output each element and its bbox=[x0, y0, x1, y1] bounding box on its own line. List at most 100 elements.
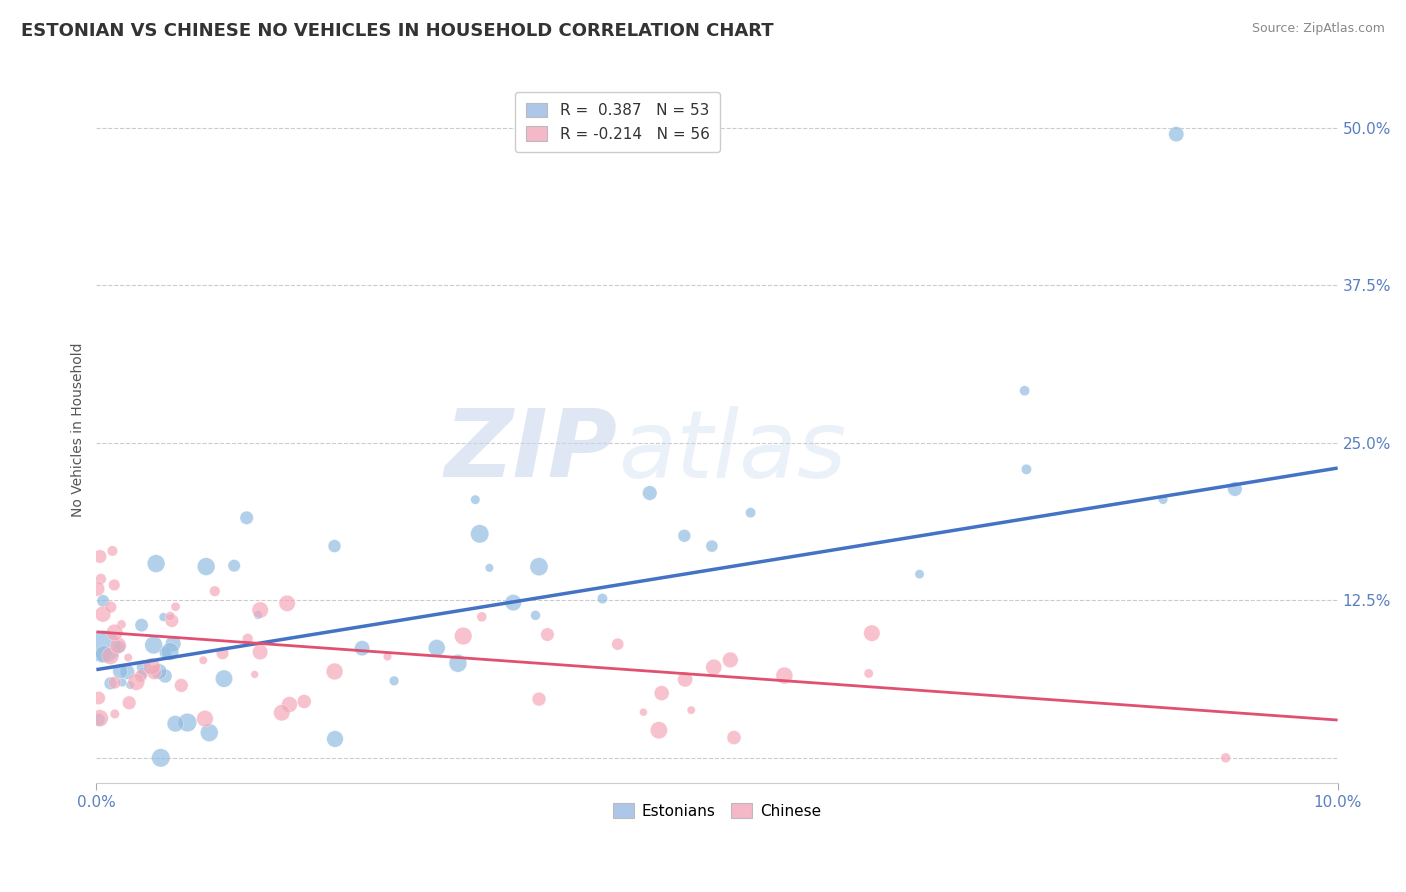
Point bbox=[536, 627, 558, 641]
Point bbox=[236, 632, 259, 646]
Point bbox=[117, 650, 139, 665]
Point bbox=[87, 691, 110, 706]
Point bbox=[103, 578, 125, 592]
Point bbox=[87, 713, 110, 727]
Point bbox=[527, 692, 550, 706]
Point bbox=[101, 544, 124, 558]
Point bbox=[464, 492, 486, 507]
Text: Source: ZipAtlas.com: Source: ZipAtlas.com bbox=[1251, 22, 1385, 36]
Point bbox=[502, 596, 524, 610]
Point bbox=[292, 694, 315, 708]
Point bbox=[104, 706, 127, 721]
Point bbox=[633, 705, 655, 719]
Point bbox=[120, 678, 142, 692]
Point bbox=[247, 607, 270, 622]
Y-axis label: No Vehicles in Household: No Vehicles in Household bbox=[72, 343, 86, 517]
Point bbox=[718, 653, 741, 667]
Point bbox=[1215, 751, 1237, 765]
Point bbox=[89, 549, 111, 564]
Point bbox=[131, 666, 153, 681]
Point bbox=[211, 646, 233, 660]
Point bbox=[323, 665, 346, 679]
Point bbox=[224, 558, 246, 573]
Point bbox=[249, 645, 271, 659]
Point bbox=[107, 639, 129, 653]
Point bbox=[108, 665, 131, 679]
Point bbox=[198, 725, 221, 739]
Point bbox=[681, 703, 703, 717]
Point bbox=[382, 673, 405, 688]
Point bbox=[673, 673, 696, 687]
Point bbox=[104, 675, 127, 690]
Point bbox=[193, 653, 215, 667]
Point bbox=[131, 618, 153, 632]
Point bbox=[132, 660, 155, 674]
Point bbox=[773, 668, 796, 682]
Point bbox=[118, 696, 141, 710]
Point bbox=[162, 637, 184, 651]
Point bbox=[1166, 127, 1188, 141]
Point bbox=[90, 572, 112, 586]
Point bbox=[673, 529, 696, 543]
Point bbox=[111, 675, 134, 690]
Point bbox=[155, 646, 177, 660]
Point bbox=[270, 706, 292, 720]
Point bbox=[323, 539, 346, 553]
Point bbox=[323, 731, 346, 746]
Point bbox=[93, 647, 115, 661]
Point bbox=[1015, 462, 1038, 476]
Point bbox=[176, 715, 198, 730]
Point bbox=[740, 506, 762, 520]
Point bbox=[91, 594, 114, 608]
Text: atlas: atlas bbox=[617, 406, 846, 497]
Point bbox=[858, 666, 880, 681]
Point bbox=[86, 582, 108, 596]
Point bbox=[204, 584, 226, 599]
Point bbox=[860, 626, 883, 640]
Point bbox=[148, 665, 170, 679]
Point bbox=[638, 486, 661, 500]
Point bbox=[129, 669, 152, 683]
Legend: Estonians, Chinese: Estonians, Chinese bbox=[607, 797, 827, 825]
Point bbox=[426, 640, 449, 655]
Point bbox=[194, 712, 217, 726]
Point bbox=[703, 660, 725, 674]
Point bbox=[700, 539, 723, 553]
Point bbox=[100, 676, 122, 690]
Point bbox=[165, 599, 187, 614]
Point bbox=[1014, 384, 1036, 398]
Point bbox=[723, 731, 745, 745]
Point bbox=[212, 672, 235, 686]
Point bbox=[159, 644, 181, 658]
Point bbox=[1223, 482, 1246, 496]
Point bbox=[377, 649, 399, 664]
Point bbox=[152, 610, 174, 624]
Text: ESTONIAN VS CHINESE NO VEHICLES IN HOUSEHOLD CORRELATION CHART: ESTONIAN VS CHINESE NO VEHICLES IN HOUSE… bbox=[21, 22, 773, 40]
Point bbox=[117, 665, 139, 679]
Point bbox=[149, 751, 172, 765]
Point bbox=[352, 641, 374, 656]
Point bbox=[478, 561, 501, 575]
Point bbox=[145, 557, 167, 571]
Point bbox=[606, 637, 628, 651]
Point bbox=[142, 638, 165, 652]
Point bbox=[648, 723, 671, 738]
Point bbox=[235, 510, 257, 524]
Point bbox=[153, 669, 176, 683]
Point bbox=[451, 629, 474, 643]
Point bbox=[908, 567, 931, 582]
Point bbox=[141, 659, 163, 673]
Point bbox=[1152, 492, 1174, 507]
Point bbox=[108, 640, 131, 654]
Point bbox=[447, 657, 470, 671]
Point bbox=[143, 665, 166, 680]
Point bbox=[159, 609, 181, 624]
Point bbox=[243, 667, 266, 681]
Point bbox=[651, 686, 673, 700]
Point bbox=[110, 617, 132, 632]
Point bbox=[93, 640, 115, 654]
Point bbox=[125, 674, 148, 689]
Point bbox=[471, 610, 494, 624]
Text: ZIP: ZIP bbox=[444, 405, 617, 498]
Point bbox=[195, 559, 218, 574]
